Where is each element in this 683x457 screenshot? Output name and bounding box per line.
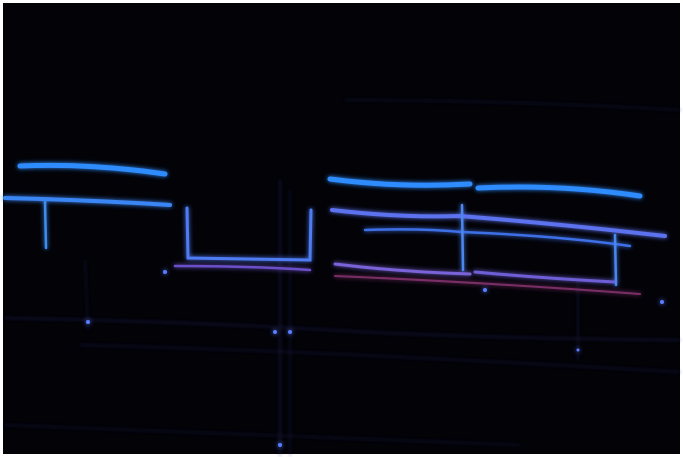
light-point [483,288,487,292]
light-trail [460,203,465,272]
light-point [660,300,664,304]
light-trail [173,264,312,272]
light-trail [185,206,313,262]
light-trail [3,196,172,207]
background [3,3,680,454]
light-trail [330,208,667,238]
light-point [86,320,90,324]
faint-trail [84,259,89,331]
light-point [278,443,282,447]
bright-trails [3,162,667,295]
faint-trail [79,344,681,373]
light-trail [17,162,168,177]
light-trail [363,228,632,248]
faint-trails [4,99,681,456]
light-points [86,270,664,447]
light-point [576,348,580,352]
faint-trail [344,99,681,111]
light-point [163,270,167,274]
light-point [273,330,277,334]
faint-trail [4,317,681,341]
faint-trail [4,424,521,446]
light-trail [333,262,472,276]
light-point [288,330,292,334]
light-trail [475,184,643,199]
light-trail [613,233,618,287]
light-trail [473,270,617,284]
light-trail [327,176,473,188]
light-trail [334,275,641,295]
light-trail [43,200,48,250]
